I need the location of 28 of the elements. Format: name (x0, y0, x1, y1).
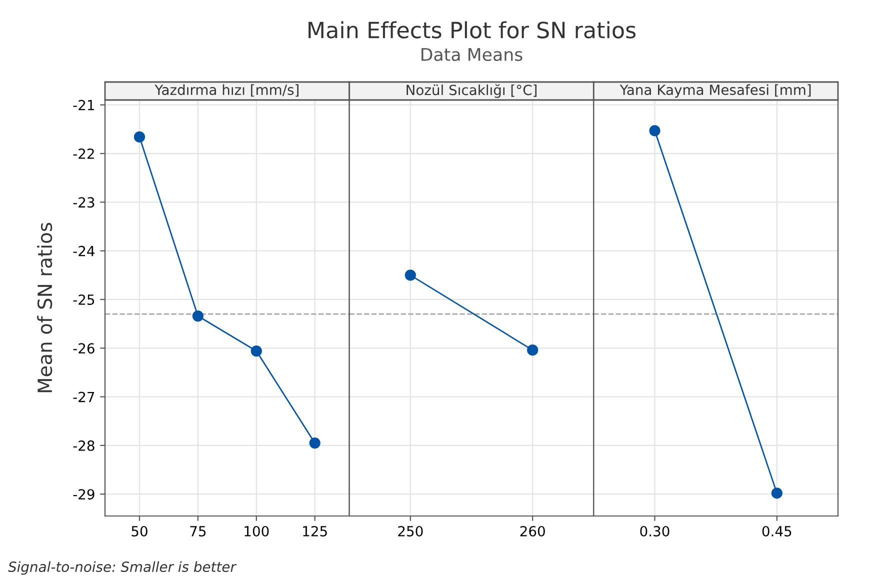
y-axis-title: Mean of SN ratios (37, 222, 52, 392)
chart-title: Main Effects Plot for SN ratios (308, 21, 636, 38)
x-axis-title: Nozül Sıcaklığı [°C] (406, 84, 537, 98)
y-tick-label: -25 (73, 294, 94, 305)
y-tick-label: -22 (73, 148, 94, 159)
point (250, 346, 262, 357)
point (192, 310, 204, 322)
x-axis-title: Yana Kayma Mesafesi [mm] (620, 84, 811, 98)
y-tick-label: -23 (73, 197, 94, 208)
y-tick-label: -26 (73, 343, 94, 354)
x-tick-label: 0.30 (640, 526, 670, 536)
x-tick-label: 100 (244, 526, 269, 536)
y-tick-label: -27 (73, 392, 94, 402)
chart-subtitle: Data Means (422, 48, 522, 62)
x-tick-label: 260 (520, 526, 545, 536)
x-tick-label: 250 (398, 526, 423, 536)
y-tick-label: -24 (73, 246, 94, 256)
y-tick-label: -28 (73, 440, 94, 451)
x-axis-title: Yazdırma hızı [mm/s] (154, 84, 298, 97)
y-tick-label: -21 (73, 100, 94, 110)
point (134, 131, 146, 143)
x-tick-label: 0.45 (762, 526, 792, 536)
x-tick-label: 75 (190, 526, 206, 536)
text: Signal-to-noise: Smaller is better (8, 561, 237, 575)
x-tick-label: 125 (303, 526, 327, 536)
point (309, 437, 320, 449)
x-tick-label: 50 (132, 526, 148, 536)
y-tick-label: -29 (73, 489, 94, 500)
